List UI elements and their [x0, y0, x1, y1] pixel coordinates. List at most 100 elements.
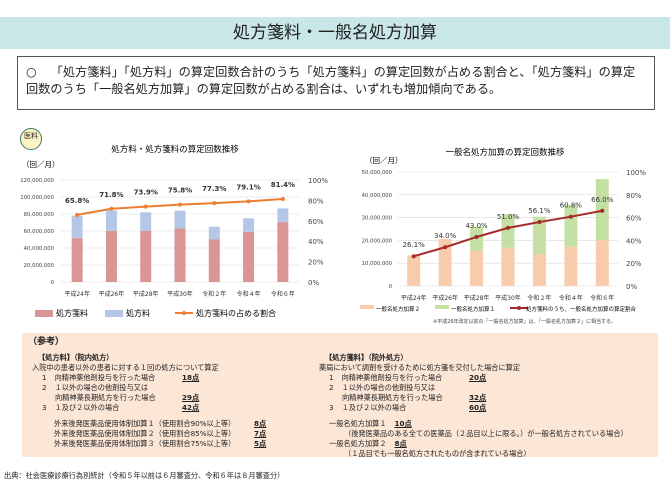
legend-label: 処方箋料の占める割合 — [196, 308, 276, 318]
x-tick-label: 平成30年 — [495, 294, 521, 302]
legend-label: 処方箋料 — [56, 308, 88, 318]
chart-title: 一般名処方加算の算定回数推移 — [445, 147, 565, 158]
bar-1 — [243, 218, 255, 232]
bar-0 — [595, 240, 609, 286]
y2-tick-label: 40% — [626, 237, 642, 245]
reference-right: 【処方箋料】（院外処方） 薬局において調剤を受けるために処方箋を交付した場合に算定… — [319, 353, 628, 459]
ref-title: 【処方料】（院内処方） — [38, 353, 114, 362]
y2-tick-label: 40% — [308, 238, 324, 246]
data-label: 71.8% — [99, 191, 123, 199]
bar-0 — [140, 231, 152, 282]
ref-addon-text: 外来後発医薬品使用体制加算３（使用割合75%以上等） — [54, 439, 236, 448]
y2-tick-label: 20% — [308, 259, 324, 267]
ref-addon-text: 外来後発医薬品使用体制加算２（使用割合85%以上等） — [54, 429, 236, 438]
ref-intro: 薬局において調剤を受けるために処方箋を交付した場合に算定 — [319, 363, 521, 372]
ref-item-no: 2 — [42, 383, 47, 392]
legend-swatch — [435, 305, 449, 309]
ref-item-text: １及び２以外の場合 — [54, 403, 120, 412]
bar-0 — [208, 239, 220, 282]
x-tick-label: 平成26年 — [432, 294, 458, 302]
y2-tick-label: 0% — [308, 279, 319, 287]
line-point — [537, 220, 542, 225]
legend-swatch — [105, 310, 123, 317]
x-tick-label: 令和４年 — [559, 294, 583, 302]
line-point — [568, 214, 573, 219]
bar-0 — [71, 238, 83, 282]
y2-tick-label: 20% — [626, 260, 642, 268]
ref-item-points: 20点 — [469, 373, 487, 382]
data-label: 77.3% — [202, 185, 226, 193]
ref-addon-points: 7点 — [254, 429, 267, 438]
ref-item-points: 29点 — [182, 393, 200, 402]
data-label: 65.8% — [65, 197, 89, 205]
bar-1 — [532, 216, 546, 255]
ref-item-text: １以外の場合の他剤投与又は — [341, 383, 436, 392]
y-tick-label: 120,000,000 — [20, 178, 54, 184]
x-tick-label: 平成30年 — [167, 290, 193, 298]
ref-addon-points: 8点 — [254, 419, 267, 428]
ref-addon-text: 一般名処方加算１ — [329, 419, 387, 428]
bar-0 — [407, 255, 421, 286]
page-title: 処方箋料・一般名処方加算 — [0, 17, 670, 49]
bullet-icon: ○ — [26, 65, 37, 79]
x-tick-label: 平成26年 — [99, 290, 125, 298]
data-label: 26.1% — [403, 241, 426, 249]
data-label: 60.8% — [560, 202, 583, 210]
summary-box: ○ 「処方箋料」「処方料」の算定回数合計のうち「処方箋料」の算定回数が占める割合と… — [17, 56, 655, 110]
bar-1 — [71, 215, 83, 239]
y2-tick-label: 80% — [308, 197, 324, 205]
y-tick-label: 20,000,000 — [24, 263, 55, 269]
y-tick-label: 100,000,000 — [20, 195, 54, 201]
ref-title: 【処方箋料】（院外処方） — [325, 353, 408, 362]
y-tick-label: 50,000,000 — [362, 170, 393, 176]
data-label: 34.0% — [434, 232, 457, 240]
bar-1 — [501, 214, 515, 248]
legend-swatch — [35, 310, 53, 317]
line-point — [600, 208, 605, 213]
ref-addon-points: 5点 — [254, 439, 267, 448]
data-label: 73.9% — [134, 189, 158, 197]
legend-swatch-marker — [517, 306, 521, 310]
reference-heading: （参考） — [28, 337, 65, 347]
ref-item-points: 18点 — [182, 373, 200, 382]
bar-0 — [501, 247, 515, 286]
y2-tick-label: 60% — [308, 218, 324, 226]
legend-label: 処方箋料のうち、一般名処方加算の算定割合 — [526, 305, 637, 313]
legend-swatch-marker — [182, 311, 186, 315]
ref-item-text: 向精神薬他剤投与を行った場合 — [341, 373, 443, 382]
data-label: 79.1% — [236, 183, 260, 191]
bar-0 — [470, 250, 484, 286]
line-point — [143, 204, 148, 209]
bar-1 — [564, 204, 578, 247]
y-tick-label: 40,000,000 — [24, 246, 55, 252]
data-label: 51.0% — [497, 213, 520, 221]
ref-item-text: 向精神薬他剤投与を行った場合 — [54, 373, 156, 382]
ref-addon-text: 外来後発医薬品使用体制加算１（使用割合90%以上等） — [54, 419, 236, 428]
ref-item-text2: 向精神薬長期処方を行った場合 — [342, 393, 443, 402]
y2-tick-label: 60% — [626, 215, 642, 223]
x-tick-label: 令和６年 — [590, 294, 614, 302]
y-tick-label: 10,000,000 — [362, 261, 393, 267]
ref-intro: 入院中の患者以外の患者に対する１回の処方について算定 — [32, 363, 219, 372]
bar-1 — [105, 210, 117, 231]
ref-item-no: 3 — [42, 403, 47, 412]
chart-generic-name-addon: 一般名処方加算の算定回数推移 （回／月） 0 10,000,000 20,000,000… — [360, 147, 646, 325]
line-point — [212, 201, 217, 206]
bar-0 — [174, 228, 186, 282]
y-tick-label: 80,000,000 — [24, 212, 55, 218]
y-tick-label: 60,000,000 — [24, 229, 55, 235]
chart-note: ※平成26年改定以前の「一般名処方加算」は、「一般名処方加算２」に相当する。 — [433, 318, 616, 325]
x-tick-label: 平成24年 — [401, 294, 427, 302]
line-point — [178, 202, 182, 207]
y2-tick-label: 0% — [626, 283, 637, 291]
legend-label: 処方料 — [126, 308, 150, 318]
ref-item-points: 32点 — [469, 393, 487, 402]
y-axis-label: （回／月） — [22, 160, 60, 169]
bar-0 — [564, 246, 578, 286]
bar-1 — [208, 226, 220, 240]
ref-item-no: 1 — [42, 373, 47, 382]
line-point — [411, 254, 416, 259]
line-point — [506, 225, 510, 230]
ref-addon-note: （１品目でも一般名処方されたものが含まれている場合） — [344, 449, 531, 458]
bar-0 — [277, 222, 289, 282]
